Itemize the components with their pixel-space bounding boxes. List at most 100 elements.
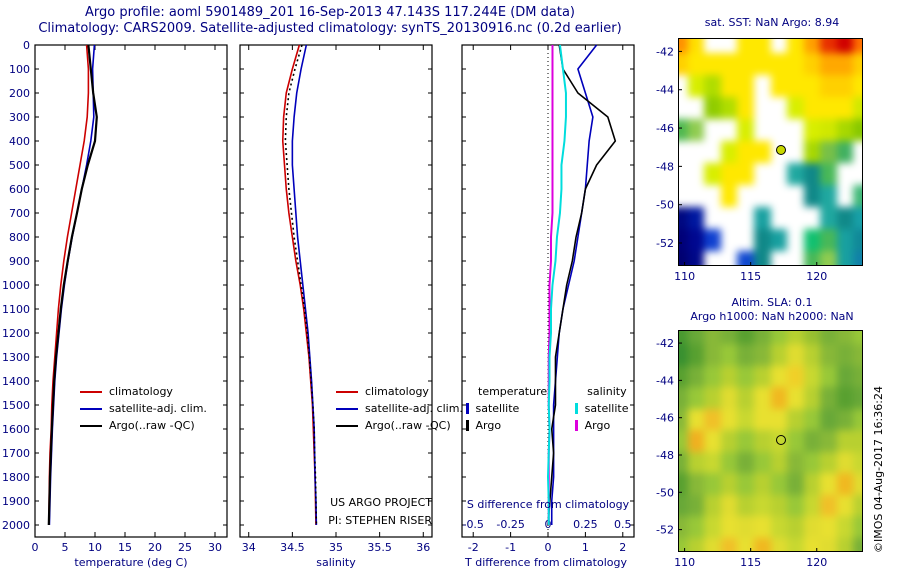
- map-cell: [737, 365, 754, 388]
- tick-label: 1400: [2, 375, 30, 388]
- sla-map-float-marker: [775, 435, 786, 446]
- satellite-line-swatch: [80, 407, 102, 410]
- tick-label: 500: [9, 159, 30, 172]
- tick-label: -42: [656, 337, 674, 350]
- map-cell: [836, 387, 854, 409]
- map-cell: [687, 516, 705, 538]
- map-cell: [753, 473, 771, 495]
- map-cell: [753, 97, 771, 119]
- tick-label: 34.5: [280, 541, 305, 554]
- map-cell: [753, 75, 771, 97]
- map-cell: [737, 185, 754, 207]
- map-cell: [737, 408, 754, 431]
- map-cell: [803, 97, 821, 119]
- map-cell: [836, 473, 854, 495]
- map-cell: [787, 408, 804, 431]
- map-cell: [836, 365, 854, 388]
- map-cell: [770, 75, 788, 97]
- tick-label: -0.25: [496, 518, 524, 531]
- map-cell: [679, 344, 688, 366]
- map-cell: [770, 185, 788, 207]
- map-cell: [737, 39, 754, 53]
- map-cell: [687, 229, 705, 251]
- map-cell: [687, 494, 705, 517]
- map-cell: [704, 39, 721, 53]
- map-cell: [720, 53, 738, 75]
- map-cell: [836, 408, 854, 431]
- map-cell: [679, 516, 688, 538]
- map-cell: [787, 97, 804, 119]
- map-cell: [704, 451, 721, 474]
- sla-map: [678, 330, 863, 552]
- map-cell: [704, 516, 721, 538]
- map-cell: [820, 537, 837, 551]
- tick-label: -48: [656, 160, 674, 173]
- map-cell: [679, 53, 688, 75]
- tick-label: 25: [178, 541, 192, 554]
- map-cell: [753, 387, 771, 409]
- tick-label: -44: [656, 374, 674, 387]
- map-cell: [787, 365, 804, 388]
- tick-label: 100: [9, 63, 30, 76]
- map-cell: [803, 408, 821, 431]
- map-cell: [803, 331, 821, 345]
- tick-label: -2: [468, 541, 479, 554]
- tick-label: -52: [656, 237, 674, 250]
- map-cell: [720, 408, 738, 431]
- satellite-salinity-swatch: [575, 403, 578, 414]
- map-cell: [679, 387, 688, 409]
- map-cell: [853, 229, 862, 251]
- map-cell: [787, 537, 804, 551]
- map-cell: [679, 97, 688, 119]
- map-cell: [803, 494, 821, 517]
- tick-label: 600: [9, 183, 30, 196]
- map-cell: [803, 75, 821, 97]
- legend-item: Argo(..raw -QC): [336, 417, 463, 434]
- map-cell: [770, 408, 788, 431]
- map-cell: [820, 387, 837, 409]
- figure-title-line1: Argo profile: aoml 5901489_201 16-Sep-20…: [85, 5, 575, 20]
- map-cell: [820, 229, 837, 251]
- map-cell: [787, 185, 804, 207]
- map-cell: [737, 387, 754, 409]
- map-cell: [679, 494, 688, 517]
- tick-label: 5: [62, 541, 69, 554]
- map-cell: [853, 75, 862, 97]
- map-cell: [704, 141, 721, 163]
- sla-map-title-line2: Argo h1000: NaN h2000: NaN: [690, 310, 854, 323]
- map-cell: [737, 207, 754, 229]
- sst-map-title: sat. SST: NaN Argo: 8.94: [704, 16, 840, 29]
- map-cell: [836, 344, 854, 366]
- map-cell: [853, 185, 862, 207]
- map-cell: [704, 119, 721, 141]
- map-cell: [853, 451, 862, 474]
- tick-label: 0.5: [614, 518, 632, 531]
- map-cell: [753, 331, 771, 345]
- map-cell: [820, 119, 837, 141]
- climatology-line: [281, 44, 317, 526]
- satellite S diff-line: [547, 44, 567, 525]
- map-cell: [679, 537, 688, 551]
- map-cell: [820, 53, 837, 75]
- imos-watermark: ©IMOS 04-Aug-2017 16:36:24: [872, 386, 885, 553]
- map-cell: [687, 119, 705, 141]
- map-cell: [687, 473, 705, 495]
- legend-item: satellite: [466, 400, 547, 417]
- map-cell: [720, 516, 738, 538]
- map-cell: [770, 97, 788, 119]
- map-cell: [853, 53, 862, 75]
- map-cell: [737, 75, 754, 97]
- map-cell: [687, 251, 705, 265]
- map-cell: [770, 451, 788, 474]
- map-cell: [753, 141, 771, 163]
- map-cell: [737, 331, 754, 345]
- map-cell: [679, 331, 688, 345]
- map-cell: [753, 185, 771, 207]
- tick-label: 30: [208, 541, 222, 554]
- map-cell: [720, 387, 738, 409]
- tick-label: 2000: [2, 519, 30, 532]
- map-cell: [679, 365, 688, 388]
- map-cell: [836, 141, 854, 163]
- tick-label: 120: [806, 556, 827, 569]
- map-cell: [820, 473, 837, 495]
